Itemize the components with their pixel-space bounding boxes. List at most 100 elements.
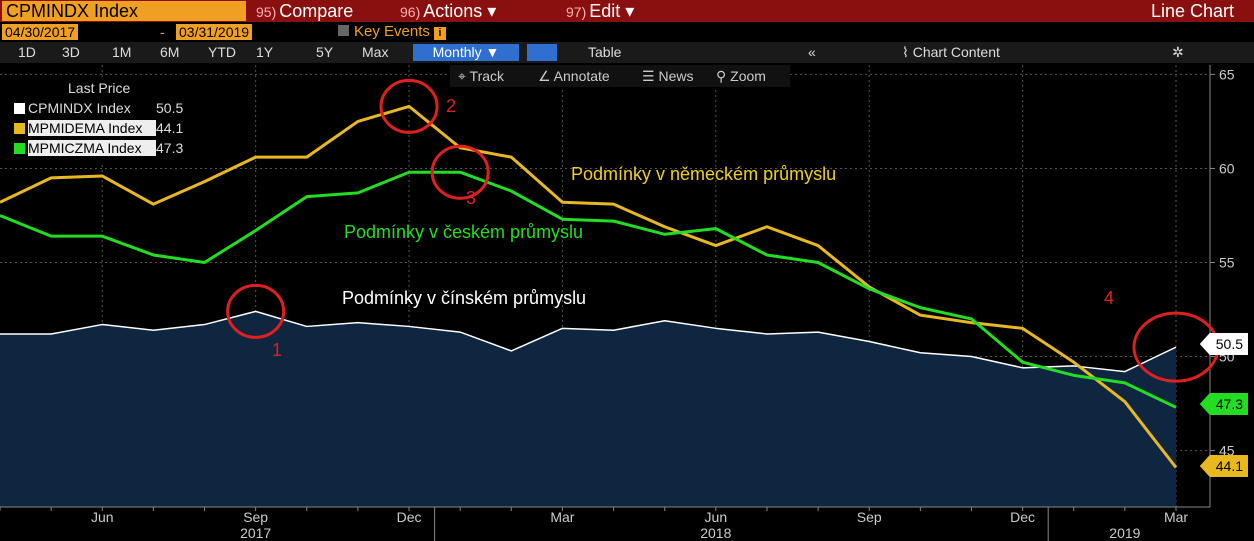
legend-name: MPMIDEMA Index — [28, 120, 156, 136]
title-bar: CPMINDX Index 95) Compare 96) Actions ▾ 97… — [0, 0, 1254, 22]
x-tick-label-2017-06: Jun — [91, 509, 114, 525]
legend-title: Last Price — [68, 80, 131, 96]
period-button-3d[interactable]: 3D — [62, 44, 80, 60]
marker-circle-2 — [379, 78, 439, 134]
x-tick-label-2018-06: Jun — [705, 509, 728, 525]
x-tick-label-2017-12: Dec — [397, 509, 422, 525]
chart-content-icon: ⌇ — [902, 44, 913, 60]
x-year-label-2019: 2019 — [1109, 525, 1140, 541]
magnifier-icon: ⚲ — [716, 68, 731, 84]
date-separator: - — [160, 24, 165, 40]
last-value-tag-mpmiczma: 47.3 — [1199, 393, 1248, 415]
actions-label: Actions — [423, 1, 483, 21]
chart-tools-bar: ⌖ Track ∠ Annotate ☰ News ⚲ Zoom — [450, 65, 790, 87]
edit-number: 97) — [566, 4, 587, 20]
marker-label-2: 2 — [446, 96, 457, 116]
y-tick-label-60: 60 — [1219, 160, 1235, 176]
news-button[interactable]: ☰ News — [642, 67, 693, 85]
legend-item-mpmiczma[interactable]: MPMICZMA Index 47.3 — [14, 140, 183, 158]
frequency-dropdown[interactable]: Monthly ▼ — [413, 44, 519, 61]
chart-content-label: Chart Content — [912, 44, 1000, 60]
marker-label-3: 3 — [466, 188, 477, 208]
annotate-button[interactable]: ∠ Annotate — [538, 67, 610, 85]
chevron-down-icon: ▾ — [620, 1, 635, 21]
compare-button[interactable]: 95) Compare — [256, 1, 353, 21]
legend-item-cpmindx[interactable]: CPMINDX Index 50.5 — [14, 100, 183, 118]
marker-label-1: 1 — [272, 340, 283, 360]
x-year-label-2017: 2017 — [240, 525, 271, 541]
ticker-field[interactable]: CPMINDX Index — [2, 1, 246, 21]
collapse-icon[interactable]: « — [808, 44, 816, 60]
chart-type-label: Line Chart — [1150, 1, 1234, 21]
legend-swatch — [14, 143, 25, 154]
legend-name: MPMICZMA Index — [28, 140, 156, 156]
line-chart-icon[interactable] — [527, 44, 557, 61]
legend-item-mpmidema[interactable]: MPMIDEMA Index 44.1 — [14, 120, 183, 138]
annotation-czech: Podmínky v českém průmyslu — [344, 222, 584, 242]
chart-content-button[interactable]: ⌇ Chart Content — [902, 44, 1000, 61]
legend-value: 47.3 — [156, 140, 184, 156]
x-tick-label-2018-03: Mar — [550, 509, 574, 525]
zoom-label: Zoom — [730, 68, 766, 84]
crosshair-icon: ⌖ — [458, 68, 470, 84]
last-value-tag-cpmindx: 50.5 — [1199, 333, 1248, 355]
compare-label: Compare — [279, 1, 354, 21]
track-button[interactable]: ⌖ Track — [458, 67, 504, 85]
toolbar: 1D 3D 1M 6M YTD 1Y 5Y Max Monthly ▼ Table « ⌇ C… — [0, 42, 1254, 63]
checkbox-icon — [338, 25, 349, 36]
period-button-ytd[interactable]: YTD — [208, 44, 236, 60]
period-button-max[interactable]: Max — [362, 44, 389, 60]
x-year-label-2018: 2018 — [700, 525, 731, 541]
marker-label-4: 4 — [1104, 288, 1115, 308]
chevron-down-icon: ▾ — [482, 1, 497, 21]
x-tick-label-2019-03: Mar — [1164, 509, 1188, 525]
y-tick-label-65: 65 — [1219, 66, 1235, 82]
info-icon: i — [433, 27, 446, 40]
legend-value: 50.5 — [156, 100, 184, 116]
start-date-field[interactable]: 04/30/2017 — [2, 24, 79, 40]
zoom-button[interactable]: ⚲ Zoom — [716, 67, 766, 85]
annotate-label: Annotate — [553, 68, 610, 84]
legend: Last Price CPMINDX Index 50.5 MPMIDEMA In… — [8, 78, 208, 162]
table-button[interactable]: Table — [588, 44, 622, 60]
period-button-6m[interactable]: 6M — [160, 44, 180, 60]
series-line-mpmidema — [0, 104, 1178, 469]
actions-button[interactable]: 96) Actions ▾ — [400, 1, 496, 21]
edit-label: Edit — [589, 1, 621, 21]
legend-swatch — [14, 123, 25, 134]
date-range-row: 04/30/2017 - 03/31/2019 Key Events i — [0, 22, 1254, 42]
pencil-icon: ∠ — [538, 68, 554, 84]
y-tick-label-45: 45 — [1219, 443, 1235, 459]
legend-value: 44.1 — [156, 120, 184, 136]
frequency-label: Monthly — [432, 44, 482, 60]
legend-name: CPMINDX Index — [28, 100, 131, 116]
chevron-down-icon: ▼ — [481, 44, 500, 60]
marker-circle-3 — [430, 144, 490, 200]
marker-circle-1 — [226, 283, 286, 339]
x-tick-label-2017-09: Sep — [243, 509, 268, 525]
series-line-cpmindx — [0, 310, 1177, 373]
news-icon: ☰ — [642, 68, 659, 84]
last-value-tag-mpmidema: 44.1 — [1199, 455, 1248, 477]
period-button-1d[interactable]: 1D — [18, 44, 36, 60]
y-tick-label-55: 55 — [1219, 254, 1235, 270]
series-line-mpmiczma — [0, 170, 1177, 409]
key-events-label: Key Events — [354, 23, 430, 40]
key-events-toggle[interactable]: Key Events i — [338, 24, 446, 40]
period-button-1y[interactable]: 1Y — [256, 44, 274, 60]
actions-number: 96) — [400, 4, 421, 20]
gear-icon[interactable]: ✲ — [1172, 44, 1184, 60]
edit-button[interactable]: 97) Edit ▾ — [566, 1, 634, 21]
track-label: Track — [469, 68, 505, 84]
period-button-5y[interactable]: 5Y — [316, 44, 334, 60]
annotation-german: Podmínky v německém průmyslu — [571, 164, 837, 184]
compare-number: 95) — [256, 4, 277, 20]
x-tick-label-2018-12: Dec — [1010, 509, 1035, 525]
period-button-1m[interactable]: 1M — [112, 44, 132, 60]
news-label: News — [658, 68, 694, 84]
x-tick-label-2018-09: Sep — [857, 509, 882, 525]
end-date-field[interactable]: 03/31/2019 — [176, 24, 253, 40]
annotation-chinese: Podmínky v čínském průmyslu — [342, 288, 587, 308]
legend-swatch — [14, 103, 25, 114]
